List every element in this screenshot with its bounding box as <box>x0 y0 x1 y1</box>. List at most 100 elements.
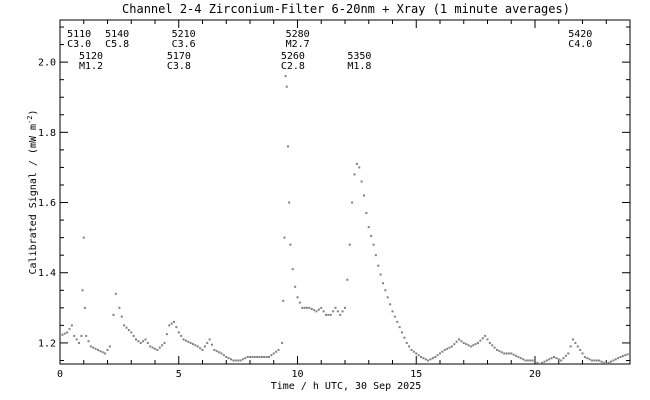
data-point <box>325 313 327 316</box>
data-point <box>624 354 627 357</box>
data-point <box>194 344 197 347</box>
x-tick-label: 15 <box>410 369 422 380</box>
flare-id-label: 5210 <box>172 29 196 40</box>
data-point <box>288 201 291 204</box>
y-tick-label: 1.4 <box>38 268 56 279</box>
data-point <box>108 345 111 348</box>
data-point <box>97 348 99 351</box>
data-point <box>417 354 420 357</box>
data-point <box>503 352 506 355</box>
data-point <box>75 338 78 341</box>
data-point <box>239 359 242 362</box>
data-point <box>234 359 237 362</box>
data-point <box>612 359 615 362</box>
data-point <box>529 359 532 362</box>
data-point <box>553 355 555 358</box>
data-point <box>412 350 415 353</box>
data-point <box>576 345 579 348</box>
data-point <box>467 344 470 347</box>
data-point <box>285 85 288 88</box>
data-point <box>253 355 256 358</box>
data-point <box>94 347 97 350</box>
data-point <box>83 306 86 309</box>
data-point <box>189 341 192 344</box>
data-point <box>68 327 71 330</box>
data-point <box>360 180 363 183</box>
data-point <box>588 358 591 361</box>
data-point <box>227 357 230 360</box>
data-point <box>146 341 149 344</box>
data-point <box>505 352 508 355</box>
data-point <box>405 341 408 344</box>
data-point <box>401 331 403 334</box>
flare-id-label: 5120 <box>79 51 103 62</box>
data-point <box>341 310 344 313</box>
data-point <box>534 360 536 363</box>
data-point <box>351 201 354 204</box>
data-point <box>260 355 263 358</box>
y-axis-label-close: ) <box>28 110 39 116</box>
data-point <box>410 348 413 351</box>
data-point <box>500 351 503 354</box>
data-point <box>377 264 380 267</box>
data-point <box>296 296 299 299</box>
data-point <box>310 308 313 311</box>
flare-id-label: 5280 <box>286 29 310 40</box>
data-point <box>211 343 213 346</box>
plot-frame <box>59 19 631 365</box>
data-point <box>89 345 92 348</box>
data-point <box>173 320 175 323</box>
data-point <box>232 359 235 362</box>
data-point <box>439 352 441 355</box>
data-point <box>488 341 491 344</box>
data-point <box>595 359 598 362</box>
data-point <box>258 355 261 358</box>
data-point <box>460 340 463 343</box>
data-point <box>308 306 311 309</box>
data-point <box>177 331 180 334</box>
data-point <box>602 361 605 364</box>
data-point <box>593 359 596 362</box>
data-point <box>538 363 541 365</box>
data-point <box>222 354 225 357</box>
data-point <box>306 306 308 309</box>
data-point <box>225 355 228 358</box>
data-point <box>165 333 168 336</box>
data-point <box>512 353 515 356</box>
flare-class-label: M1.2 <box>79 61 103 72</box>
data-point <box>270 354 273 357</box>
flare-class-label: C4.0 <box>568 39 592 50</box>
data-point <box>614 358 617 361</box>
flare-id-label: 5110 <box>67 29 91 40</box>
data-point <box>192 343 194 346</box>
data-point <box>600 360 603 363</box>
data-point <box>619 355 622 358</box>
x-tick-label: 20 <box>529 369 541 380</box>
data-point <box>322 310 325 313</box>
data-point <box>66 331 69 334</box>
data-point <box>203 345 206 348</box>
data-point <box>453 343 456 346</box>
data-point <box>132 334 135 337</box>
data-point <box>336 310 339 313</box>
data-point <box>353 173 356 176</box>
data-point <box>151 346 154 349</box>
data-point <box>99 350 102 353</box>
data-point <box>519 357 522 360</box>
data-point <box>283 236 286 239</box>
data-point <box>168 324 171 327</box>
data-point <box>61 333 64 336</box>
data-point <box>249 355 251 358</box>
data-point <box>434 355 437 358</box>
axis-ticks: 0 5 10 15 20 1.2 1.4 1.6 1.8 2.0 <box>38 20 631 380</box>
data-point <box>80 334 83 337</box>
data-point <box>329 313 332 316</box>
data-point <box>626 353 629 356</box>
data-point <box>484 334 487 337</box>
data-point <box>450 345 453 348</box>
data-point <box>389 303 392 306</box>
data-point <box>301 306 304 309</box>
data-point <box>106 348 109 351</box>
